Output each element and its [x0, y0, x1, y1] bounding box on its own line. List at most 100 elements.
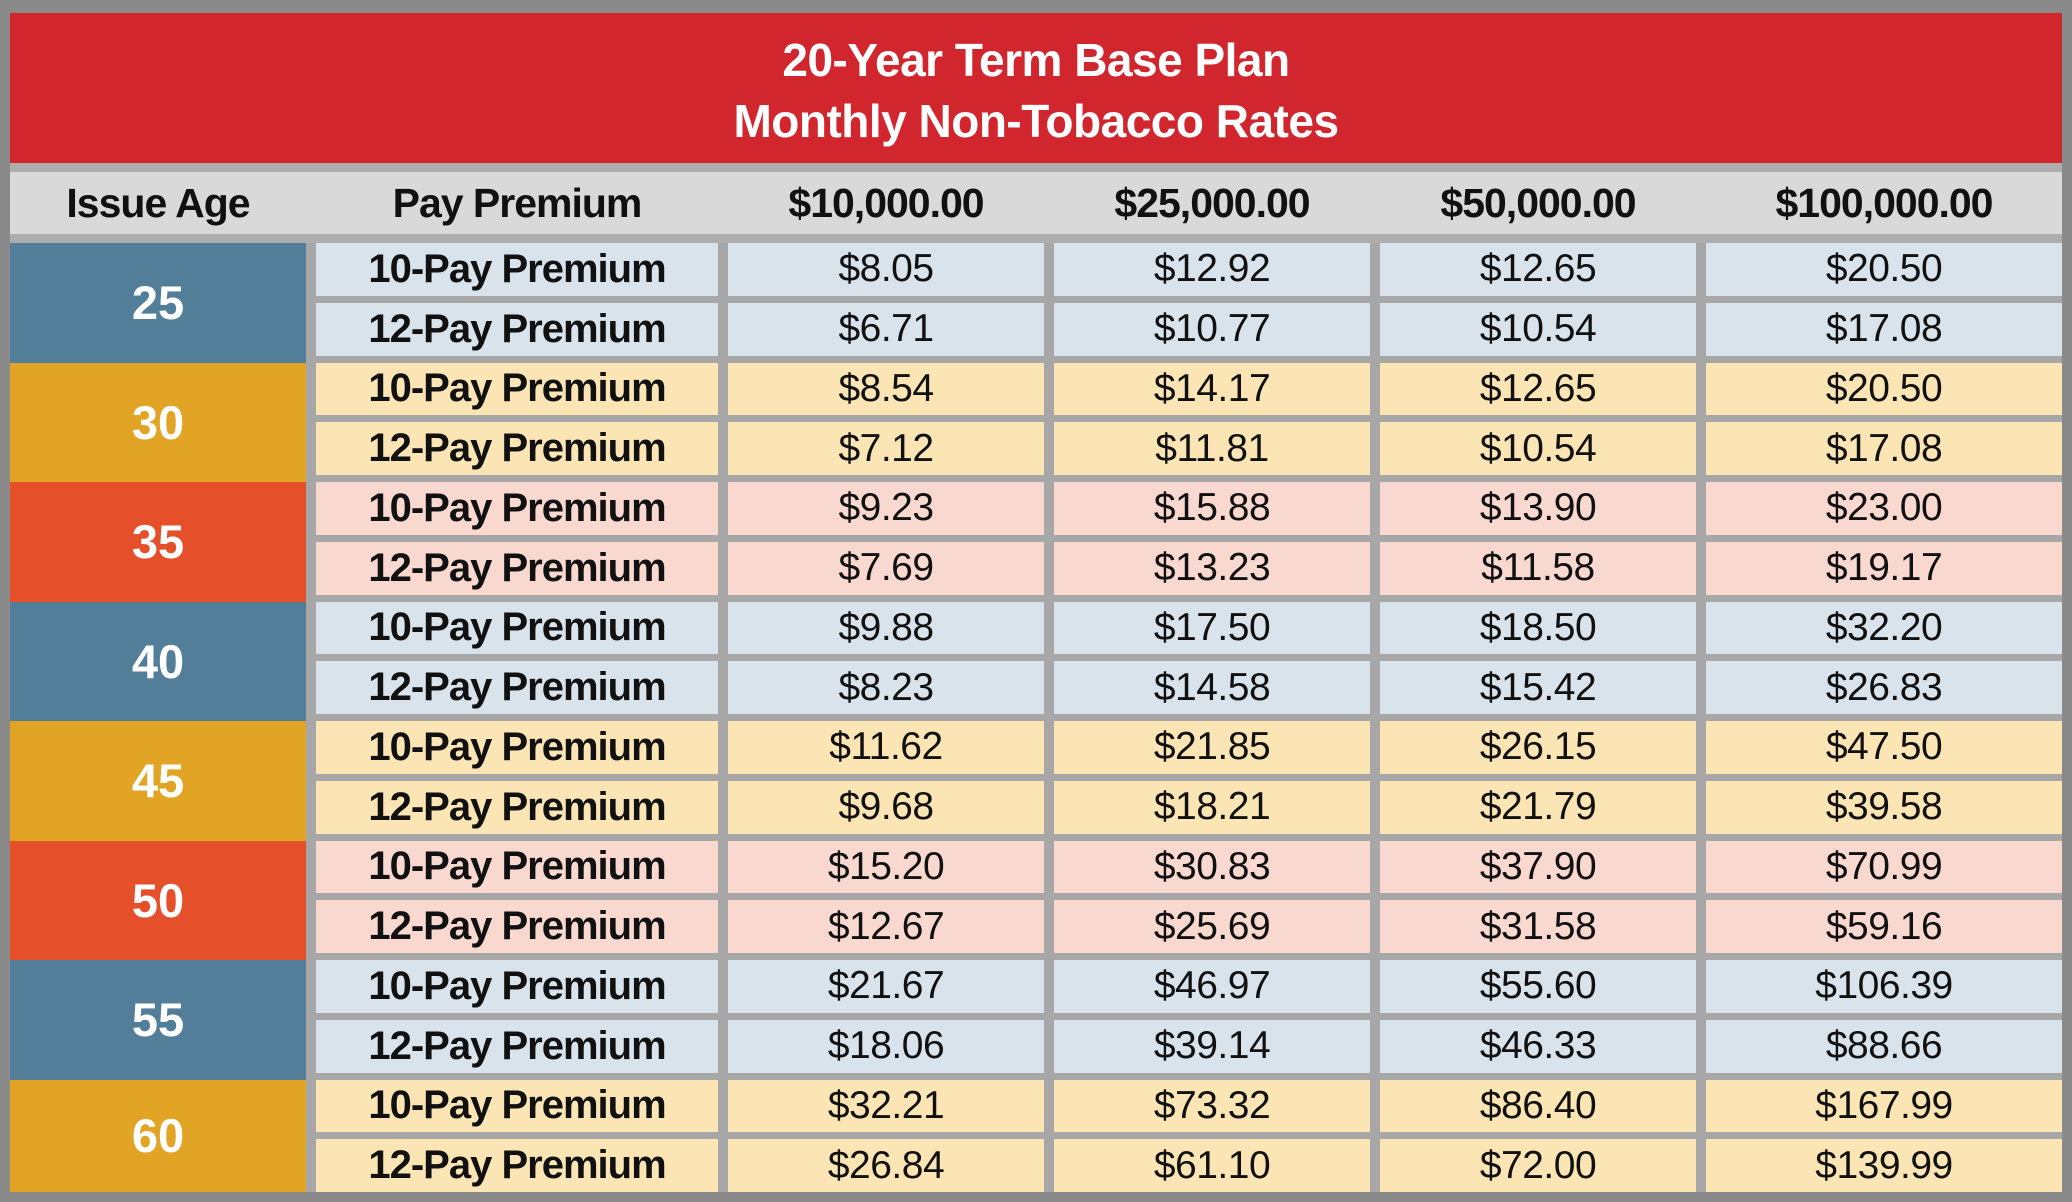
rate-value: $11.58	[1481, 546, 1595, 590]
rate-cell: $10.54	[1380, 302, 1696, 356]
rate-cell: $32.21	[728, 1079, 1044, 1133]
rate-cell: $8.23	[728, 661, 1044, 714]
rate-value: $88.66	[1825, 1024, 1943, 1068]
rate-value: $73.32	[1153, 1083, 1271, 1127]
age-value: 45	[131, 754, 185, 808]
rate-value: $19.17	[1825, 546, 1943, 590]
rate-value: $7.12	[838, 426, 934, 470]
rate-cell: $46.97	[1054, 960, 1370, 1013]
rate-cell: $19.17	[1706, 541, 2062, 595]
pay-label-cell: 10-Pay Premium	[316, 840, 718, 894]
pay-label: 10-Pay Premium	[368, 366, 666, 411]
pay-label-cell: 12-Pay Premium	[316, 302, 718, 356]
rate-cell: $25.69	[1054, 900, 1370, 953]
pay-label: 12-Pay Premium	[368, 1143, 666, 1188]
rate-value: $47.50	[1825, 725, 1943, 769]
rate-value: $11.81	[1155, 426, 1269, 470]
rate-value: $139.99	[1815, 1143, 1953, 1187]
rate-cell: $72.00	[1380, 1139, 1696, 1192]
rate-cell: $15.42	[1380, 661, 1696, 714]
rate-cell: $21.67	[728, 960, 1044, 1013]
age-cell: 40	[10, 601, 306, 721]
rate-cell: $30.83	[1054, 840, 1370, 894]
rate-cell: $8.05	[728, 243, 1044, 296]
rate-value: $26.15	[1479, 725, 1597, 769]
rate-value: $10.54	[1479, 426, 1597, 470]
rate-cell: $13.23	[1054, 541, 1370, 595]
pay-label: 10-Pay Premium	[368, 724, 666, 769]
rate-cell: $47.50	[1706, 721, 2062, 774]
rate-cell: $12.67	[728, 900, 1044, 953]
title-line-1: 20-Year Term Base Plan	[782, 33, 1290, 86]
rate-value: $9.88	[838, 605, 934, 649]
age-cell: 45	[10, 721, 306, 841]
age-cell: 25	[10, 243, 306, 363]
rate-cell: $61.10	[1054, 1139, 1370, 1192]
age-value: 40	[131, 634, 185, 688]
rate-value: $26.84	[827, 1143, 945, 1187]
rate-value: $12.65	[1479, 247, 1597, 291]
rate-cell: $14.17	[1054, 362, 1370, 416]
pay-label-cell: 10-Pay Premium	[316, 362, 718, 416]
rate-value: $12.67	[827, 904, 945, 948]
age-value: 30	[131, 395, 185, 449]
rate-value: $10.54	[1479, 307, 1597, 351]
age-value: 60	[131, 1109, 185, 1163]
title-line-2: Monthly Non-Tobacco Rates	[733, 94, 1339, 147]
column-header-25000: $25,000.00	[1114, 179, 1310, 226]
pay-label-cell: 12-Pay Premium	[316, 422, 718, 475]
pay-label: 10-Pay Premium	[368, 963, 666, 1008]
rate-value: $6.71	[838, 307, 934, 351]
rate-value: $8.23	[838, 665, 934, 709]
rate-cell: $9.68	[728, 780, 1044, 834]
rate-cell: $46.33	[1380, 1019, 1696, 1073]
column-header-issue-age: Issue Age	[66, 179, 250, 226]
rate-value: $167.99	[1815, 1083, 1953, 1127]
rate-value: $15.20	[827, 844, 945, 888]
rate-cell: $167.99	[1706, 1079, 2062, 1133]
rate-cell: $14.58	[1054, 661, 1370, 714]
rate-cell: $12.92	[1054, 243, 1370, 296]
age-value: 55	[131, 993, 185, 1047]
rate-cell: $12.65	[1380, 362, 1696, 416]
rate-value: $15.42	[1479, 665, 1597, 709]
age-value: 50	[131, 873, 185, 927]
column-header-pay-premium: Pay Premium	[392, 179, 643, 226]
pay-label: 10-Pay Premium	[368, 1083, 666, 1128]
rate-value: $18.50	[1479, 605, 1597, 649]
column-header-10000: $10,000.00	[788, 179, 984, 226]
rate-cell: $6.71	[728, 302, 1044, 356]
rate-value: $25.69	[1153, 904, 1271, 948]
rate-cell: $106.39	[1706, 960, 2062, 1013]
rate-cell: $15.88	[1054, 482, 1370, 535]
rate-value: $18.06	[827, 1024, 945, 1068]
rate-value: $21.85	[1153, 725, 1271, 769]
rate-value: $21.67	[827, 964, 945, 1008]
rate-cell: $20.50	[1706, 362, 2062, 416]
rate-value: $13.23	[1153, 546, 1271, 590]
rate-cell: $17.08	[1706, 422, 2062, 475]
rate-value: $26.83	[1825, 665, 1943, 709]
rate-value: $39.58	[1825, 785, 1943, 829]
rate-cell: $12.65	[1380, 243, 1696, 296]
rate-cell: $10.54	[1380, 422, 1696, 475]
rate-cell: $20.50	[1706, 243, 2062, 296]
pay-label: 10-Pay Premium	[368, 485, 666, 530]
title-banner: 20-Year Term Base Plan Monthly Non-Tobac…	[10, 13, 2062, 163]
rate-value: $9.23	[838, 486, 934, 530]
rate-cell: $21.85	[1054, 721, 1370, 774]
pay-label: 12-Pay Premium	[368, 665, 666, 710]
rate-value: $46.97	[1153, 964, 1271, 1008]
rate-value: $9.68	[838, 785, 934, 829]
pay-label: 10-Pay Premium	[368, 246, 666, 291]
pay-label: 12-Pay Premium	[368, 784, 666, 829]
pay-label-cell: 12-Pay Premium	[316, 541, 718, 595]
rate-value: $72.00	[1479, 1143, 1597, 1187]
rate-value: $12.65	[1479, 366, 1597, 410]
pay-label-cell: 10-Pay Premium	[316, 243, 718, 296]
rate-value: $32.20	[1825, 605, 1943, 649]
rate-table: 20-Year Term Base Plan Monthly Non-Tobac…	[10, 13, 2062, 1192]
pay-label: 12-Pay Premium	[368, 904, 666, 949]
rate-cell: $26.84	[728, 1139, 1044, 1192]
